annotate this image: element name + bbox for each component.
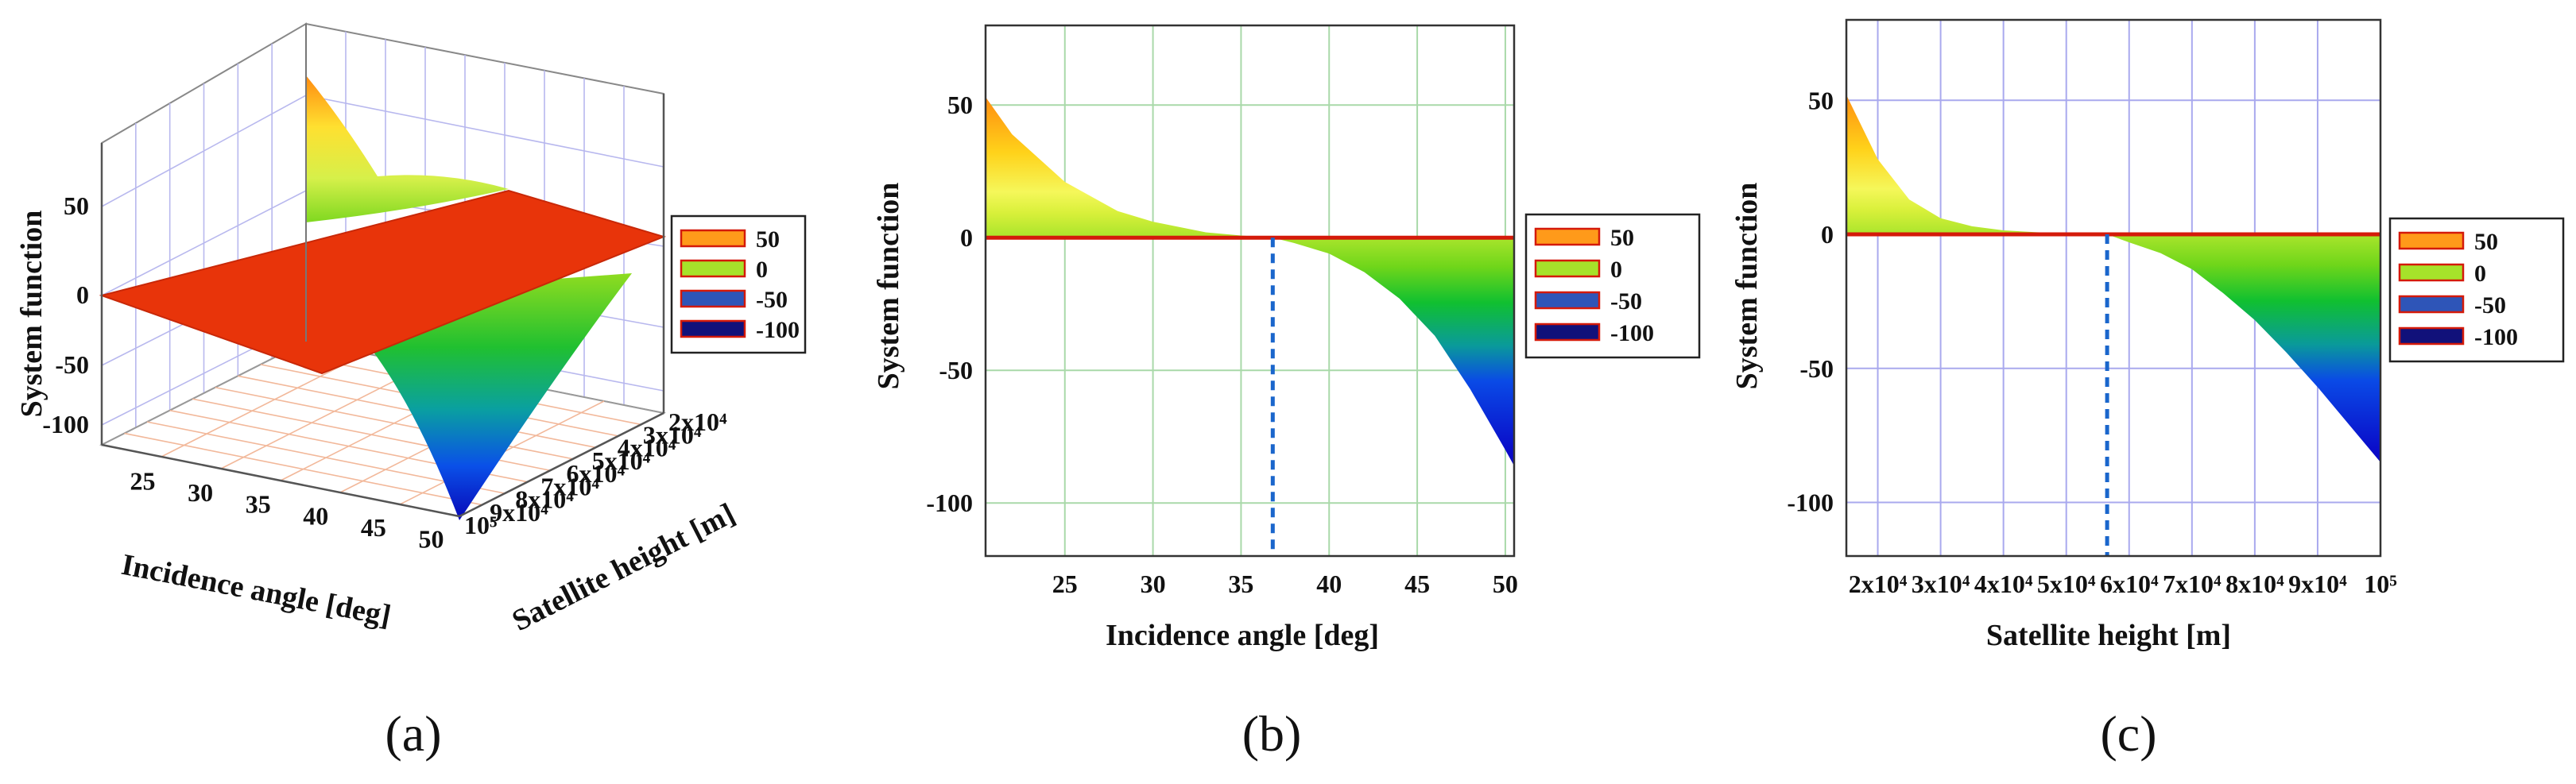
legend-swatch-2 bbox=[2398, 295, 2465, 314]
z-tick-label-3: -100 bbox=[42, 410, 89, 438]
x-tick-label-0: 25 bbox=[1052, 570, 1078, 598]
y-tick-label-4: 6x10⁴ bbox=[567, 459, 626, 488]
x-tick-label-4: 45 bbox=[1404, 570, 1430, 598]
y-tick-label-6: 8x10⁴ bbox=[515, 485, 574, 514]
x-tick-label-4: 6x10⁴ bbox=[2100, 570, 2159, 598]
x-tick-label-1: 3x10⁴ bbox=[1912, 570, 1970, 598]
legend: 50 0 -50 -100 bbox=[2388, 217, 2565, 363]
x-tick-label-6: 8x10⁴ bbox=[2225, 570, 2284, 598]
legend-swatch-0 bbox=[1534, 227, 1601, 246]
legend-label-3: -100 bbox=[756, 317, 800, 343]
plot-frame bbox=[984, 24, 1516, 558]
x-tick-label-1: 30 bbox=[1141, 570, 1166, 598]
x-tick-label-5: 50 bbox=[1493, 570, 1518, 598]
floor-grid-v-2 bbox=[220, 365, 426, 469]
x-axis-label: Incidence angle [deg] bbox=[118, 548, 393, 633]
legend-label-2: -50 bbox=[2474, 292, 2506, 319]
x-tick-label-0: 25 bbox=[130, 467, 156, 496]
y-tick-label-0: 2x10⁴ bbox=[668, 407, 727, 436]
box-edge-bottom-right bbox=[459, 411, 664, 518]
panel-a-3d-surface: 500-50-100 25 30 35 40 45 50 2x10⁴3x10⁴4x10⁴5… bbox=[15, 22, 807, 762]
y-axis-ticks: 50 0 -50 -100 bbox=[926, 91, 973, 517]
y-tick-label-2: 4x10⁴ bbox=[618, 434, 676, 462]
y-axis-ticks: 2x10⁴3x10⁴4x10⁴5x10⁴6x10⁴7x10⁴8x10⁴9x10⁴… bbox=[464, 407, 727, 539]
y-tick-label-3: -100 bbox=[926, 489, 973, 517]
y-tick-label-1: 0 bbox=[960, 223, 973, 252]
z-tick-label-1: 0 bbox=[76, 280, 89, 309]
floor-grid-v-1 bbox=[161, 353, 366, 458]
x-tick-label-8: 10⁵ bbox=[2364, 570, 2397, 598]
panel-c-area-chart: 50 0 -50 -100 2x10⁴ 3x10⁴ 4x10⁴ 5x10⁴ 6x10⁴ 7x10… bbox=[1730, 18, 2565, 762]
legend-label-3: -100 bbox=[2474, 324, 2518, 350]
legend-label-0: 50 bbox=[1610, 225, 1634, 251]
series-area bbox=[1846, 95, 2380, 462]
z-tick-label-2: -50 bbox=[55, 350, 89, 379]
legend: 50 0 -50 -100 bbox=[670, 214, 807, 354]
legend-swatch-1 bbox=[2398, 263, 2465, 282]
panel-label-c: (c) bbox=[2100, 705, 2156, 762]
x-axis-label: Incidence angle [deg] bbox=[1106, 619, 1379, 652]
x-tick-label-2: 35 bbox=[246, 490, 271, 519]
legend-swatch-1 bbox=[680, 259, 746, 278]
y-axis-ticks: 50 0 -50 -100 bbox=[1787, 86, 1834, 516]
z-axis-ticks: 50 0 -50 -100 bbox=[42, 191, 89, 438]
x-tick-label-3: 40 bbox=[303, 501, 328, 530]
legend-swatch-0 bbox=[2398, 231, 2465, 250]
wall-right-grid-z-0 bbox=[305, 95, 664, 168]
x-axis-label: Satellite height [m] bbox=[1986, 619, 2231, 652]
panel-label-a: (a) bbox=[385, 705, 441, 762]
y-tick-label-0: 50 bbox=[1808, 86, 1834, 114]
legend-label-2: -50 bbox=[756, 287, 788, 313]
panel-label-b: (b) bbox=[1242, 705, 1302, 762]
box-edge-bottom-left bbox=[101, 443, 460, 518]
x-tick-label-7: 9x10⁴ bbox=[2288, 570, 2347, 598]
x-axis-ticks: 25 30 35 40 45 50 bbox=[130, 467, 444, 554]
y-tick-label-5: 7x10⁴ bbox=[540, 472, 599, 500]
x-tick-label-2: 35 bbox=[1228, 570, 1253, 598]
legend-swatch-3 bbox=[1534, 322, 1601, 342]
x-tick-label-5: 7x10⁴ bbox=[2163, 570, 2222, 598]
y-axis-label: System function bbox=[872, 183, 905, 390]
x-tick-label-5: 50 bbox=[418, 524, 444, 553]
plot-frame bbox=[1845, 18, 2382, 558]
legend-label-1: 0 bbox=[2474, 261, 2486, 287]
legend-label-1: 0 bbox=[1610, 257, 1622, 283]
y-tick-label-3: 5x10⁴ bbox=[592, 446, 651, 475]
legend-label-0: 50 bbox=[2474, 229, 2498, 255]
series-area bbox=[986, 97, 1514, 466]
z-tick-label-0: 50 bbox=[64, 191, 89, 220]
legend-swatch-0 bbox=[680, 229, 746, 248]
y-tick-label-1: 3x10⁴ bbox=[643, 420, 702, 449]
x-tick-label-3: 5x10⁴ bbox=[2037, 570, 2096, 598]
x-tick-label-1: 30 bbox=[188, 478, 213, 507]
y-tick-label-2: -50 bbox=[1799, 354, 1834, 383]
x-tick-label-2: 4x10⁴ bbox=[1974, 570, 2033, 598]
legend-swatch-2 bbox=[1534, 291, 1601, 310]
legend-swatch-2 bbox=[680, 289, 746, 308]
x-tick-label-0: 2x10⁴ bbox=[1849, 570, 1908, 598]
z-axis-label: System function bbox=[15, 210, 48, 418]
y-tick-label-2: -50 bbox=[939, 356, 973, 384]
legend-swatch-3 bbox=[2398, 326, 2465, 346]
y-tick-label-0: 50 bbox=[947, 91, 973, 119]
y-tick-label-3: -100 bbox=[1787, 489, 1834, 517]
legend-swatch-1 bbox=[1534, 259, 1601, 278]
x-tick-label-3: 40 bbox=[1316, 570, 1342, 598]
legend-swatch-3 bbox=[680, 319, 746, 338]
legend-label-0: 50 bbox=[756, 226, 780, 253]
y-tick-label-1: 0 bbox=[1821, 220, 1834, 249]
legend: 50 0 -50 -100 bbox=[1524, 213, 1701, 359]
legend-label-2: -50 bbox=[1610, 288, 1642, 315]
surface-positive-spike bbox=[306, 75, 509, 222]
y-tick-label-7: 9x10⁴ bbox=[490, 498, 548, 527]
y-tick-label-8: 10⁵ bbox=[464, 511, 498, 539]
legend-label-1: 0 bbox=[756, 257, 768, 283]
x-axis-ticks: 25 30 35 40 45 50 bbox=[1052, 570, 1518, 598]
y-axis-label: System function bbox=[1730, 183, 1764, 390]
x-tick-label-4: 45 bbox=[361, 513, 386, 542]
legend-label-3: -100 bbox=[1610, 320, 1654, 346]
x-axis-ticks: 2x10⁴ 3x10⁴ 4x10⁴ 5x10⁴ 6x10⁴ 7x10⁴ 8x10⁴ 9x10⁴… bbox=[1849, 570, 2397, 598]
panel-b-area-chart: 500-50-100 25 30 35 40 45 50 System function … bbox=[872, 24, 1701, 762]
